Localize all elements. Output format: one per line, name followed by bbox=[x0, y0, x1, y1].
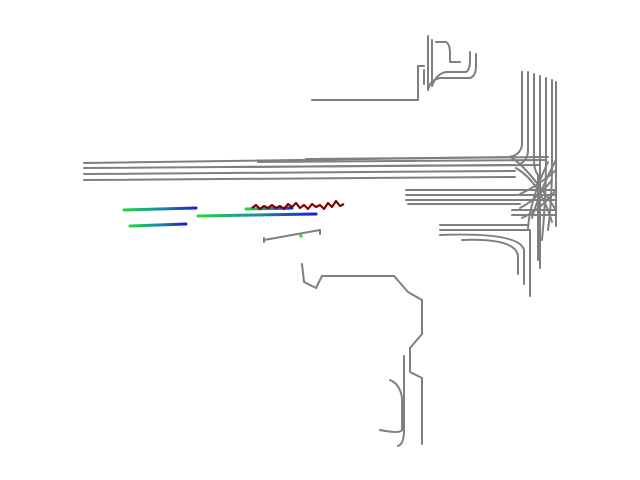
lane-line bbox=[263, 229, 321, 241]
lane-line bbox=[547, 79, 553, 231]
lane-line bbox=[519, 71, 529, 165]
lane-line bbox=[83, 170, 516, 175]
trajectory bbox=[196, 212, 318, 218]
lane-line bbox=[83, 71, 523, 164]
lane-line bbox=[461, 238, 519, 275]
lane-line bbox=[397, 355, 405, 447]
lane-line bbox=[519, 179, 553, 209]
lane-line bbox=[511, 157, 557, 211]
trajectory bbox=[128, 222, 188, 228]
trajectory bbox=[122, 206, 198, 212]
lane-line bbox=[379, 379, 403, 433]
lane-network bbox=[83, 35, 557, 447]
lane-line bbox=[439, 233, 525, 285]
lane-line bbox=[305, 156, 549, 160]
lane-line bbox=[533, 73, 539, 261]
agent-marker bbox=[299, 234, 303, 238]
lane-line bbox=[431, 39, 471, 87]
lane-line bbox=[435, 41, 461, 63]
lane-line bbox=[527, 161, 549, 229]
lane-line bbox=[301, 263, 423, 445]
lane-line bbox=[521, 189, 557, 219]
lane-line bbox=[225, 164, 541, 168]
ground-truth-path bbox=[251, 199, 345, 211]
lane-line bbox=[83, 176, 516, 181]
lane-line bbox=[311, 65, 425, 101]
predicted-trajectories bbox=[122, 205, 364, 228]
lane-line bbox=[439, 229, 531, 297]
lane-line bbox=[427, 35, 477, 91]
lane-line bbox=[257, 159, 546, 163]
